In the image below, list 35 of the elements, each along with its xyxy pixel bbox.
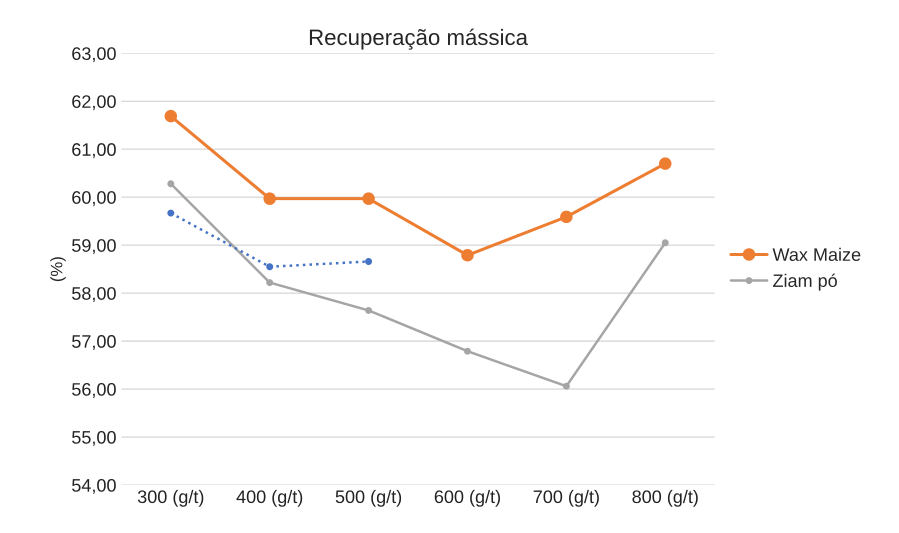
x-tick-label: 600 (g/t) bbox=[434, 490, 500, 507]
point bbox=[266, 279, 274, 286]
legend-label: Ziam pó bbox=[773, 274, 837, 291]
point bbox=[562, 382, 570, 390]
y-tick-label: 57,00 bbox=[72, 335, 116, 350]
x-tick-label: 700 (g/t) bbox=[534, 490, 599, 507]
point bbox=[461, 249, 474, 262]
point bbox=[365, 258, 372, 265]
y-axis-title: (%) bbox=[50, 257, 66, 282]
x-tick-label: 300 (g/t) bbox=[138, 490, 204, 507]
x-tick-label: 500 (g/t) bbox=[336, 490, 402, 507]
chart-title: Recuperação mássica bbox=[310, 28, 528, 50]
y-tick-label: 59,00 bbox=[72, 239, 116, 254]
point bbox=[560, 210, 573, 224]
y-tick-label: 62,00 bbox=[72, 95, 116, 110]
y-tick-label: 60,00 bbox=[72, 191, 116, 206]
point bbox=[659, 157, 672, 170]
point bbox=[362, 192, 375, 205]
x-tick-label: 800 (g/t) bbox=[632, 490, 698, 507]
y-tick-label: 61,00 bbox=[72, 143, 116, 158]
point bbox=[167, 210, 174, 217]
point bbox=[167, 180, 174, 188]
point bbox=[365, 306, 372, 314]
y-tick-label: 55,00 bbox=[72, 430, 116, 446]
point bbox=[662, 239, 669, 246]
legend-label: Wax Maize bbox=[772, 248, 860, 261]
y-tick-label: 54,00 bbox=[72, 478, 116, 494]
y-tick-label: 56,00 bbox=[72, 383, 116, 398]
point bbox=[263, 192, 276, 205]
y-tick-label: 58,00 bbox=[72, 287, 116, 302]
point bbox=[164, 110, 178, 122]
point bbox=[266, 263, 274, 270]
point bbox=[464, 348, 471, 355]
y-tick-label: 63,00 bbox=[72, 47, 116, 62]
x-tick-label: 400 (g/t) bbox=[236, 490, 302, 507]
